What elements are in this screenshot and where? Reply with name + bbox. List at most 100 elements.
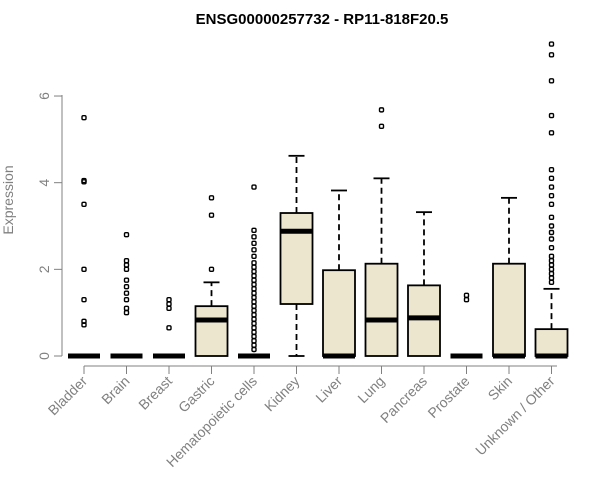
outlier-point	[251, 333, 257, 340]
outlier-point	[81, 296, 87, 303]
x-tick-label: Brain	[98, 373, 132, 407]
x-tick-label: Skin	[485, 373, 516, 404]
outlier-point	[548, 184, 555, 190]
outlier-point	[463, 292, 470, 299]
outlier-point	[548, 166, 555, 173]
outlier-point	[251, 320, 257, 327]
outlier-point	[251, 277, 257, 283]
outlier-point	[81, 177, 87, 184]
outlier-point	[251, 342, 257, 348]
x-tick-label: Kidney	[261, 373, 303, 415]
outlier-point	[548, 214, 555, 221]
outlier-point	[251, 325, 257, 331]
outlier-point	[548, 112, 555, 119]
outlier-point	[81, 201, 87, 208]
box-group	[68, 114, 100, 359]
y-tick-label: 4	[36, 179, 52, 187]
outlier-point	[123, 283, 130, 290]
outlier-point	[123, 277, 130, 283]
outlier-point	[208, 195, 215, 201]
outlier-point	[251, 338, 257, 344]
outlier-point	[251, 260, 257, 266]
outlier-point	[123, 305, 130, 312]
box-group	[450, 292, 483, 359]
outlier-point	[251, 273, 257, 279]
outlier-point	[251, 286, 257, 292]
outlier-point	[251, 253, 257, 260]
outlier-point	[251, 316, 257, 322]
outlier-point	[81, 318, 87, 325]
outlier-point	[548, 41, 555, 47]
box-group	[153, 296, 185, 359]
outlier-point	[548, 229, 555, 236]
outlier-point	[378, 107, 385, 113]
outlier-point	[548, 270, 555, 277]
outlier-point	[251, 184, 257, 190]
outlier-point	[251, 329, 257, 335]
outlier-point	[548, 175, 555, 182]
outlier-point	[463, 296, 470, 303]
outlier-point	[251, 247, 257, 253]
x-tick-label: Liver	[312, 373, 345, 406]
y-tick-label: 0	[36, 352, 52, 360]
outlier-point	[548, 275, 555, 281]
outlier-point	[548, 223, 555, 229]
y-tick-label: 2	[36, 265, 52, 273]
outlier-point	[251, 281, 257, 288]
box-iqr	[492, 262, 526, 357]
outlier-point	[548, 130, 555, 136]
box-iqr	[364, 262, 399, 357]
box-group	[322, 189, 356, 359]
outlier-point	[123, 290, 130, 296]
y-axis-label: Expression	[0, 165, 16, 234]
outlier-point	[208, 266, 215, 273]
x-tick-label: Pancreas	[377, 373, 430, 426]
outlier-point	[378, 123, 385, 130]
box-group	[279, 154, 314, 357]
outlier-point	[123, 296, 130, 303]
outlier-point	[251, 303, 257, 309]
y-tick-label: 6	[36, 92, 52, 100]
box-group	[534, 41, 569, 359]
outlier-point	[166, 301, 172, 307]
outlier-point	[81, 114, 87, 121]
outlier-point	[166, 325, 172, 331]
outlier-point	[251, 299, 257, 305]
outlier-point	[548, 192, 555, 199]
outlier-point	[251, 227, 257, 234]
outlier-point	[123, 309, 130, 316]
box-iqr	[279, 212, 314, 305]
outlier-point	[548, 201, 555, 208]
outlier-point	[123, 257, 130, 264]
outlier-point	[251, 234, 257, 240]
box-group	[492, 196, 526, 359]
outlier-point	[548, 78, 555, 84]
x-tick-label: Breast	[135, 373, 175, 413]
y-axis-ticks: 0 2 4 6	[36, 92, 62, 360]
outlier-point	[548, 236, 555, 242]
box-iqr	[194, 305, 229, 357]
outlier-point	[251, 240, 257, 247]
outlier-point	[548, 253, 555, 260]
box-group	[110, 231, 143, 359]
outlier-point	[123, 231, 130, 238]
box-group	[407, 211, 441, 357]
outlier-point	[548, 257, 555, 264]
outlier-point	[251, 264, 257, 270]
box-iqr	[322, 269, 356, 357]
outlier-point	[548, 52, 555, 58]
box-group	[238, 184, 270, 359]
x-tick-label: Prostate	[424, 373, 472, 421]
outlier-point	[251, 268, 257, 275]
outlier-point	[208, 212, 215, 218]
box-group	[194, 195, 229, 357]
outlier-point	[251, 312, 257, 318]
outlier-point	[81, 266, 87, 273]
outlier-point	[251, 290, 257, 296]
outlier-point	[123, 262, 130, 268]
x-tick-label: Unknown / Other	[472, 373, 558, 459]
outlier-point	[166, 296, 172, 303]
x-tick-label: Lung	[354, 373, 387, 406]
